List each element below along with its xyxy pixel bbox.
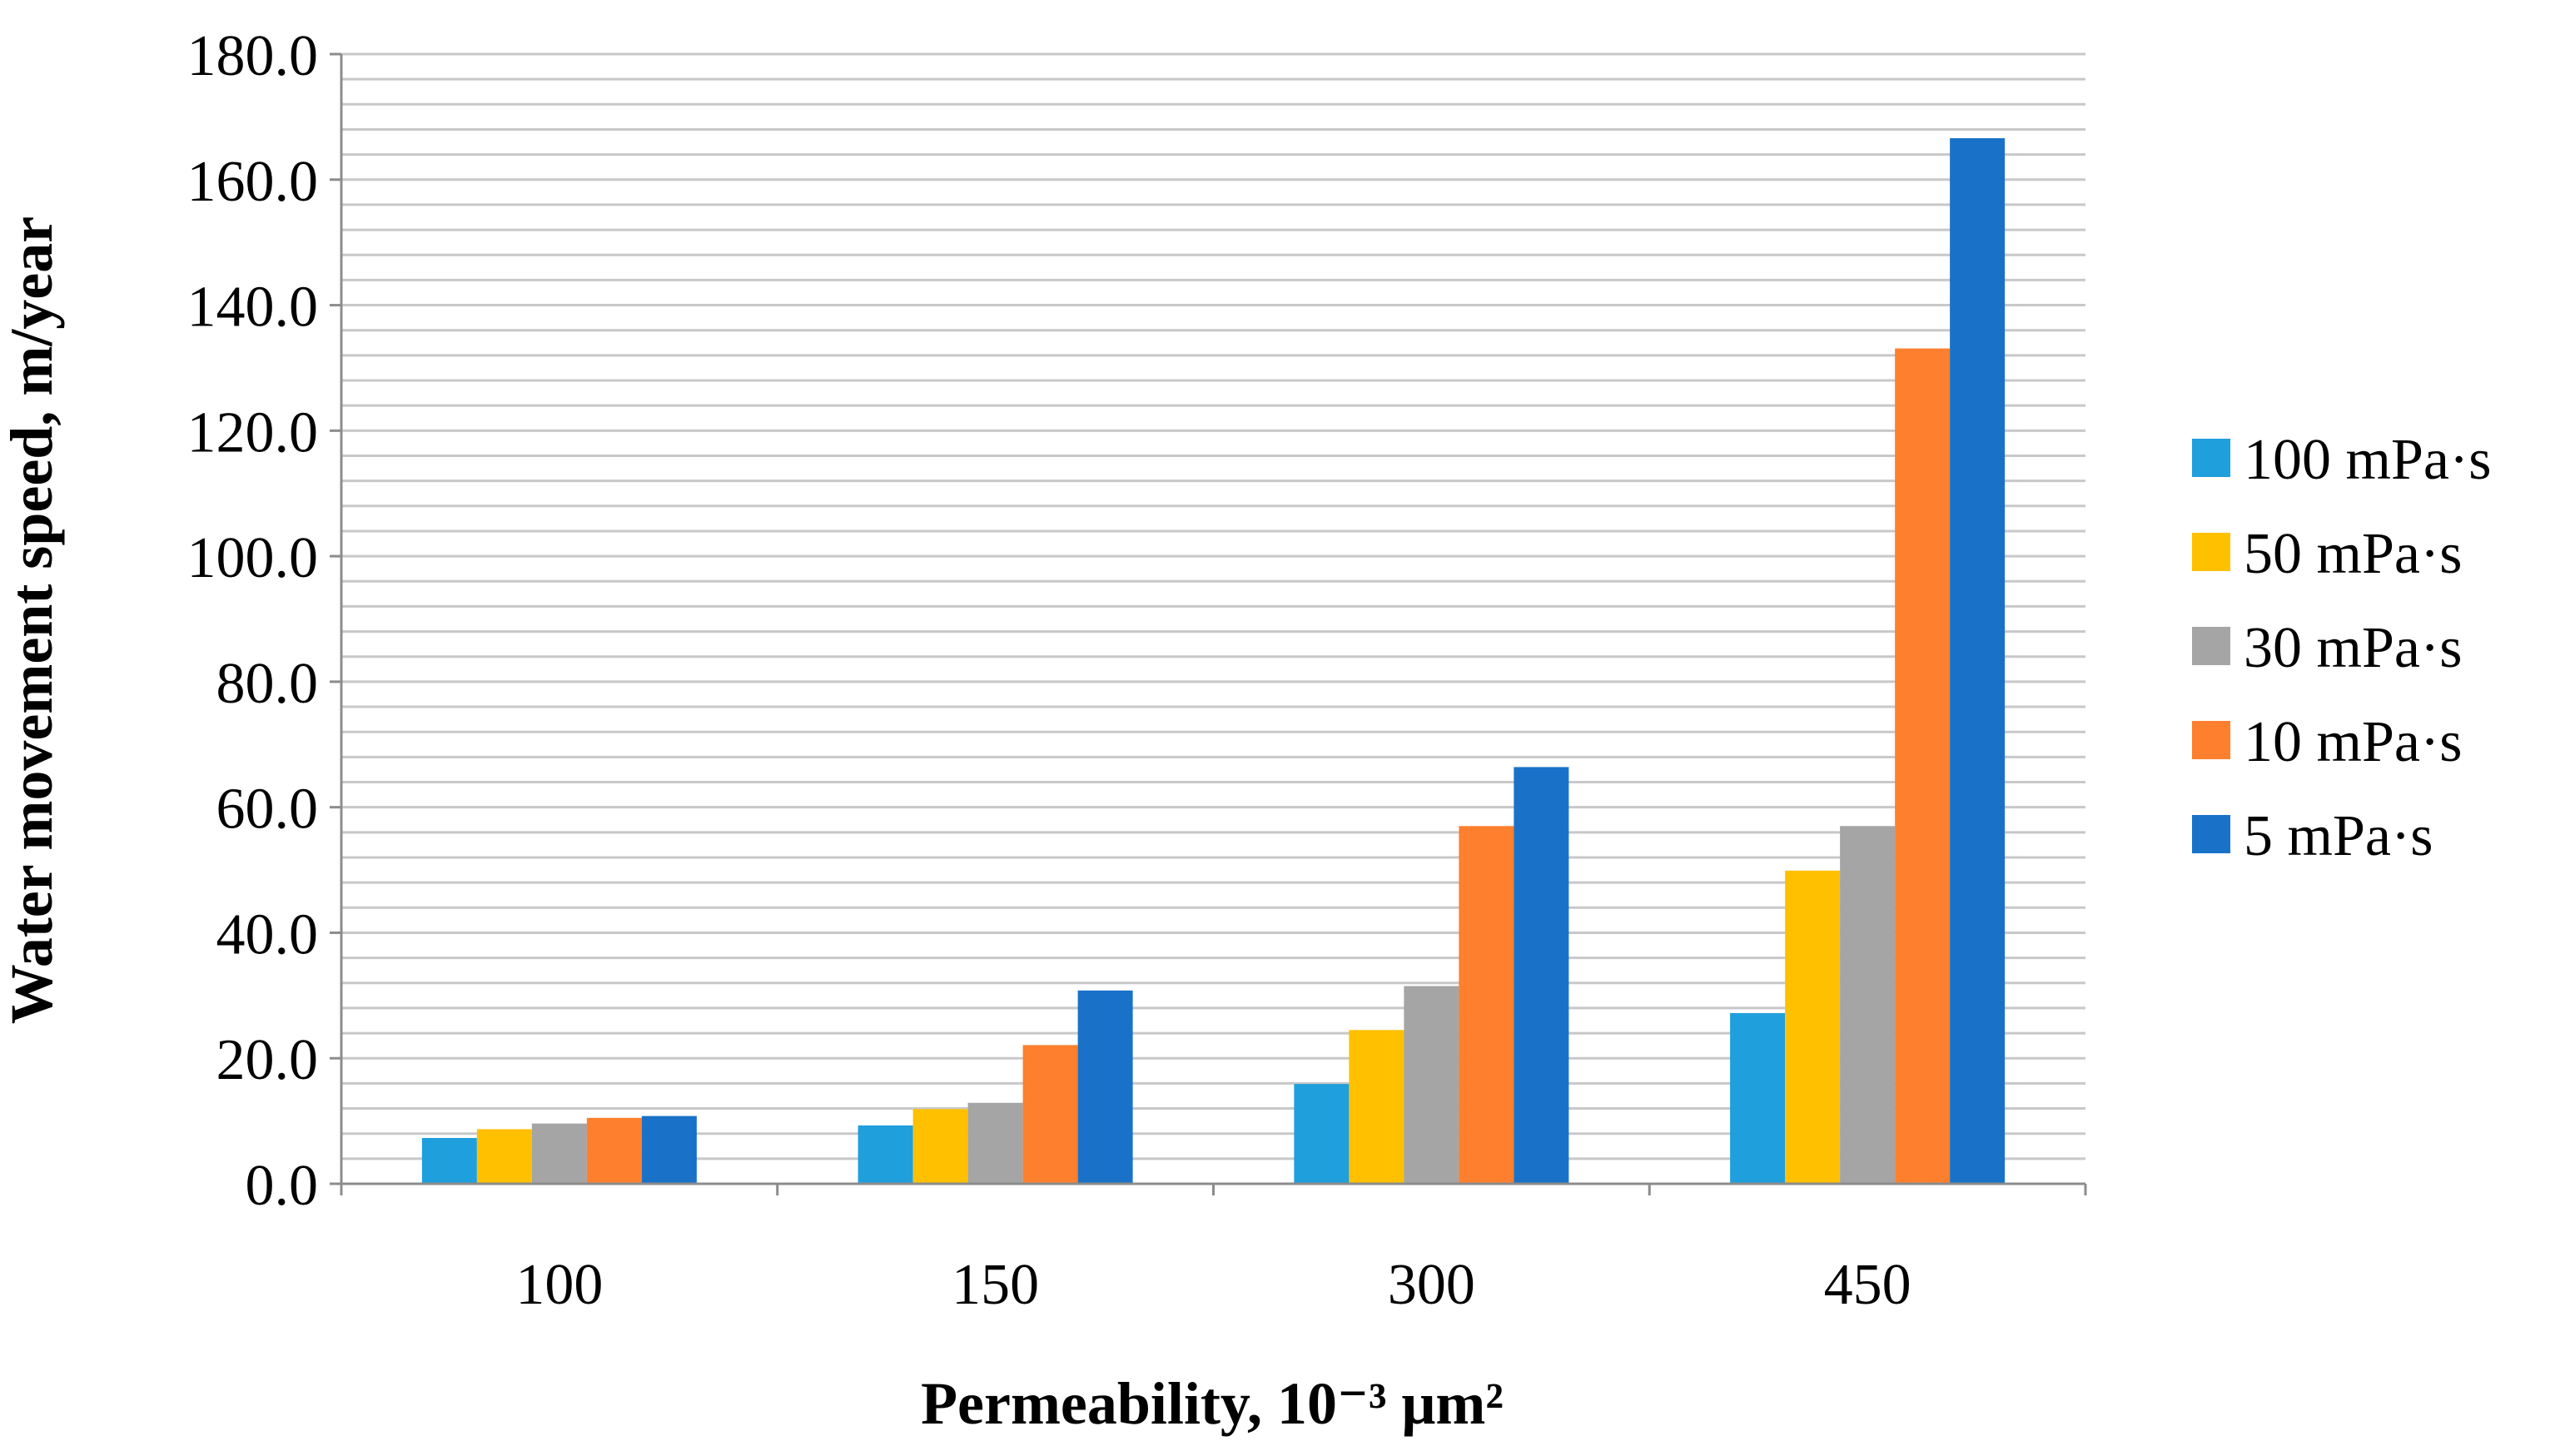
x-tick-label: 300 — [1388, 1253, 1475, 1317]
x-tick-label: 450 — [1824, 1253, 1911, 1317]
y-tick-label: 40.0 — [216, 902, 319, 967]
legend-swatch — [2192, 815, 2230, 853]
bar — [476, 1129, 532, 1184]
bar — [1514, 767, 1569, 1184]
legend-label: 5 mPa·s — [2244, 804, 2433, 868]
bar — [1077, 990, 1133, 1184]
legend-swatch — [2192, 533, 2230, 571]
bar — [1349, 1030, 1404, 1184]
bar — [1404, 986, 1459, 1184]
y-tick-label: 180.0 — [187, 24, 319, 88]
y-axis-title: Water movement speed, m/year — [0, 216, 65, 1024]
gridlines — [341, 52, 2085, 1160]
legend-swatch — [2192, 627, 2230, 665]
legend: 100 mPa·s 50 mPa·s 30 mPa·s 10 mPa·s 5 mPa·s — [2192, 428, 2492, 868]
bar — [967, 1102, 1023, 1184]
bar — [1459, 826, 1514, 1184]
y-tick-label: 20.0 — [216, 1028, 319, 1092]
bar — [912, 1109, 968, 1184]
y-tick-labels: 0.0 20.0 40.0 60.0 80.0 100.0 120.0 140.0 160.0 1… — [187, 24, 341, 1218]
legend-swatch — [2192, 721, 2230, 759]
bar — [1294, 1084, 1350, 1184]
legend-swatch — [2192, 439, 2230, 477]
bar — [1730, 1012, 1786, 1184]
legend-label: 30 mPa·s — [2244, 616, 2463, 680]
bar — [1895, 348, 1951, 1185]
y-tick-label: 120.0 — [187, 400, 319, 465]
legend-label: 10 mPa·s — [2244, 710, 2463, 774]
y-tick-label: 80.0 — [216, 652, 319, 716]
bar — [531, 1123, 587, 1184]
bar — [1022, 1045, 1078, 1184]
bar — [586, 1117, 642, 1184]
y-tick-label: 140.0 — [187, 276, 319, 340]
bar — [1950, 138, 2006, 1184]
bar — [857, 1125, 913, 1184]
bar — [641, 1116, 697, 1184]
y-tick-label: 60.0 — [216, 778, 319, 842]
bar — [421, 1137, 477, 1184]
bar — [1785, 870, 1841, 1184]
legend-label: 50 mPa·s — [2244, 522, 2463, 586]
y-tick-label: 0.0 — [246, 1154, 319, 1218]
x-axis-title: Permeability, 10⁻³ μm² — [921, 1370, 1504, 1437]
y-tick-label: 100.0 — [187, 526, 319, 590]
x-tick-label: 150 — [952, 1253, 1039, 1317]
bar — [1840, 826, 1896, 1184]
x-tick-labels: 100 150 300 450 — [340, 1184, 2087, 1317]
x-tick-label: 100 — [515, 1253, 603, 1317]
bars — [421, 138, 2006, 1185]
y-tick-label: 160.0 — [187, 150, 319, 214]
legend-label: 100 mPa·s — [2244, 428, 2492, 492]
